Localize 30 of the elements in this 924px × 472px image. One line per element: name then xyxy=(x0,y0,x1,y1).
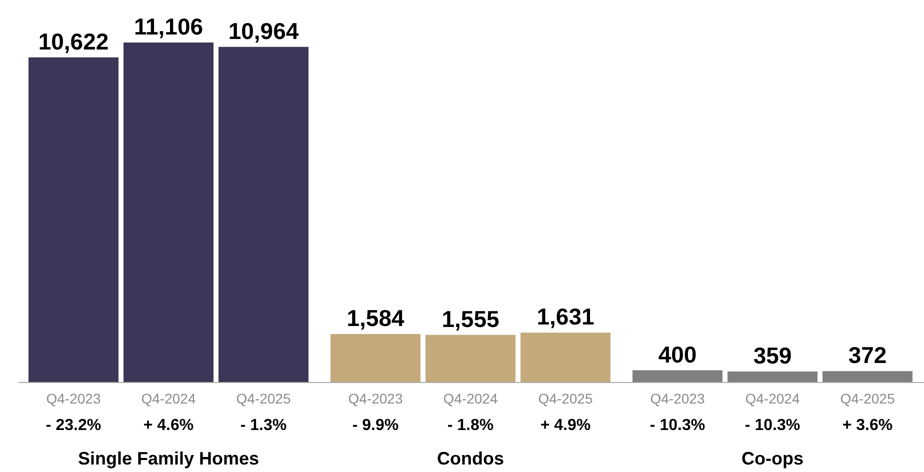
x-tick-label: Q4-2024 xyxy=(141,390,196,406)
x-tick-label: Q4-2025 xyxy=(236,390,291,406)
text: Condos xyxy=(437,448,504,468)
data-label: 372 xyxy=(848,342,887,368)
text: + 4.6% xyxy=(143,417,194,434)
text: - 9.9% xyxy=(352,417,399,434)
data-label: 10,964 xyxy=(228,18,299,44)
text: Co-ops xyxy=(742,448,804,468)
data-label: 11,106 xyxy=(134,14,204,40)
x-tick-label: Q4-2025 xyxy=(538,390,593,406)
data-label: 400 xyxy=(658,341,697,368)
text: + 4.9% xyxy=(540,417,591,434)
x-tick-label: Q4-2023 xyxy=(348,390,403,406)
data-label: 1,584 xyxy=(346,305,404,332)
text: - 1.3% xyxy=(240,417,287,434)
text: - 10.3% xyxy=(744,417,800,434)
data-label: 359 xyxy=(753,342,792,369)
x-tick-label: Q4-2024 xyxy=(745,390,800,406)
data-label: 1,555 xyxy=(442,306,500,332)
text: - 23.2% xyxy=(46,417,102,434)
x-tick-label: Q4-2025 xyxy=(840,390,895,406)
data-label: 1,631 xyxy=(536,304,594,330)
text: - 10.3% xyxy=(650,417,706,434)
text: + 3.6% xyxy=(842,417,893,434)
x-tick-label: Q4-2023 xyxy=(46,390,101,406)
data-label: 10,622 xyxy=(38,28,109,54)
x-tick-label: Q4-2024 xyxy=(443,390,498,406)
x-tick-label: Q4-2023 xyxy=(650,390,705,406)
text: Single Family Homes xyxy=(78,448,260,468)
text: - 1.8% xyxy=(447,417,494,434)
